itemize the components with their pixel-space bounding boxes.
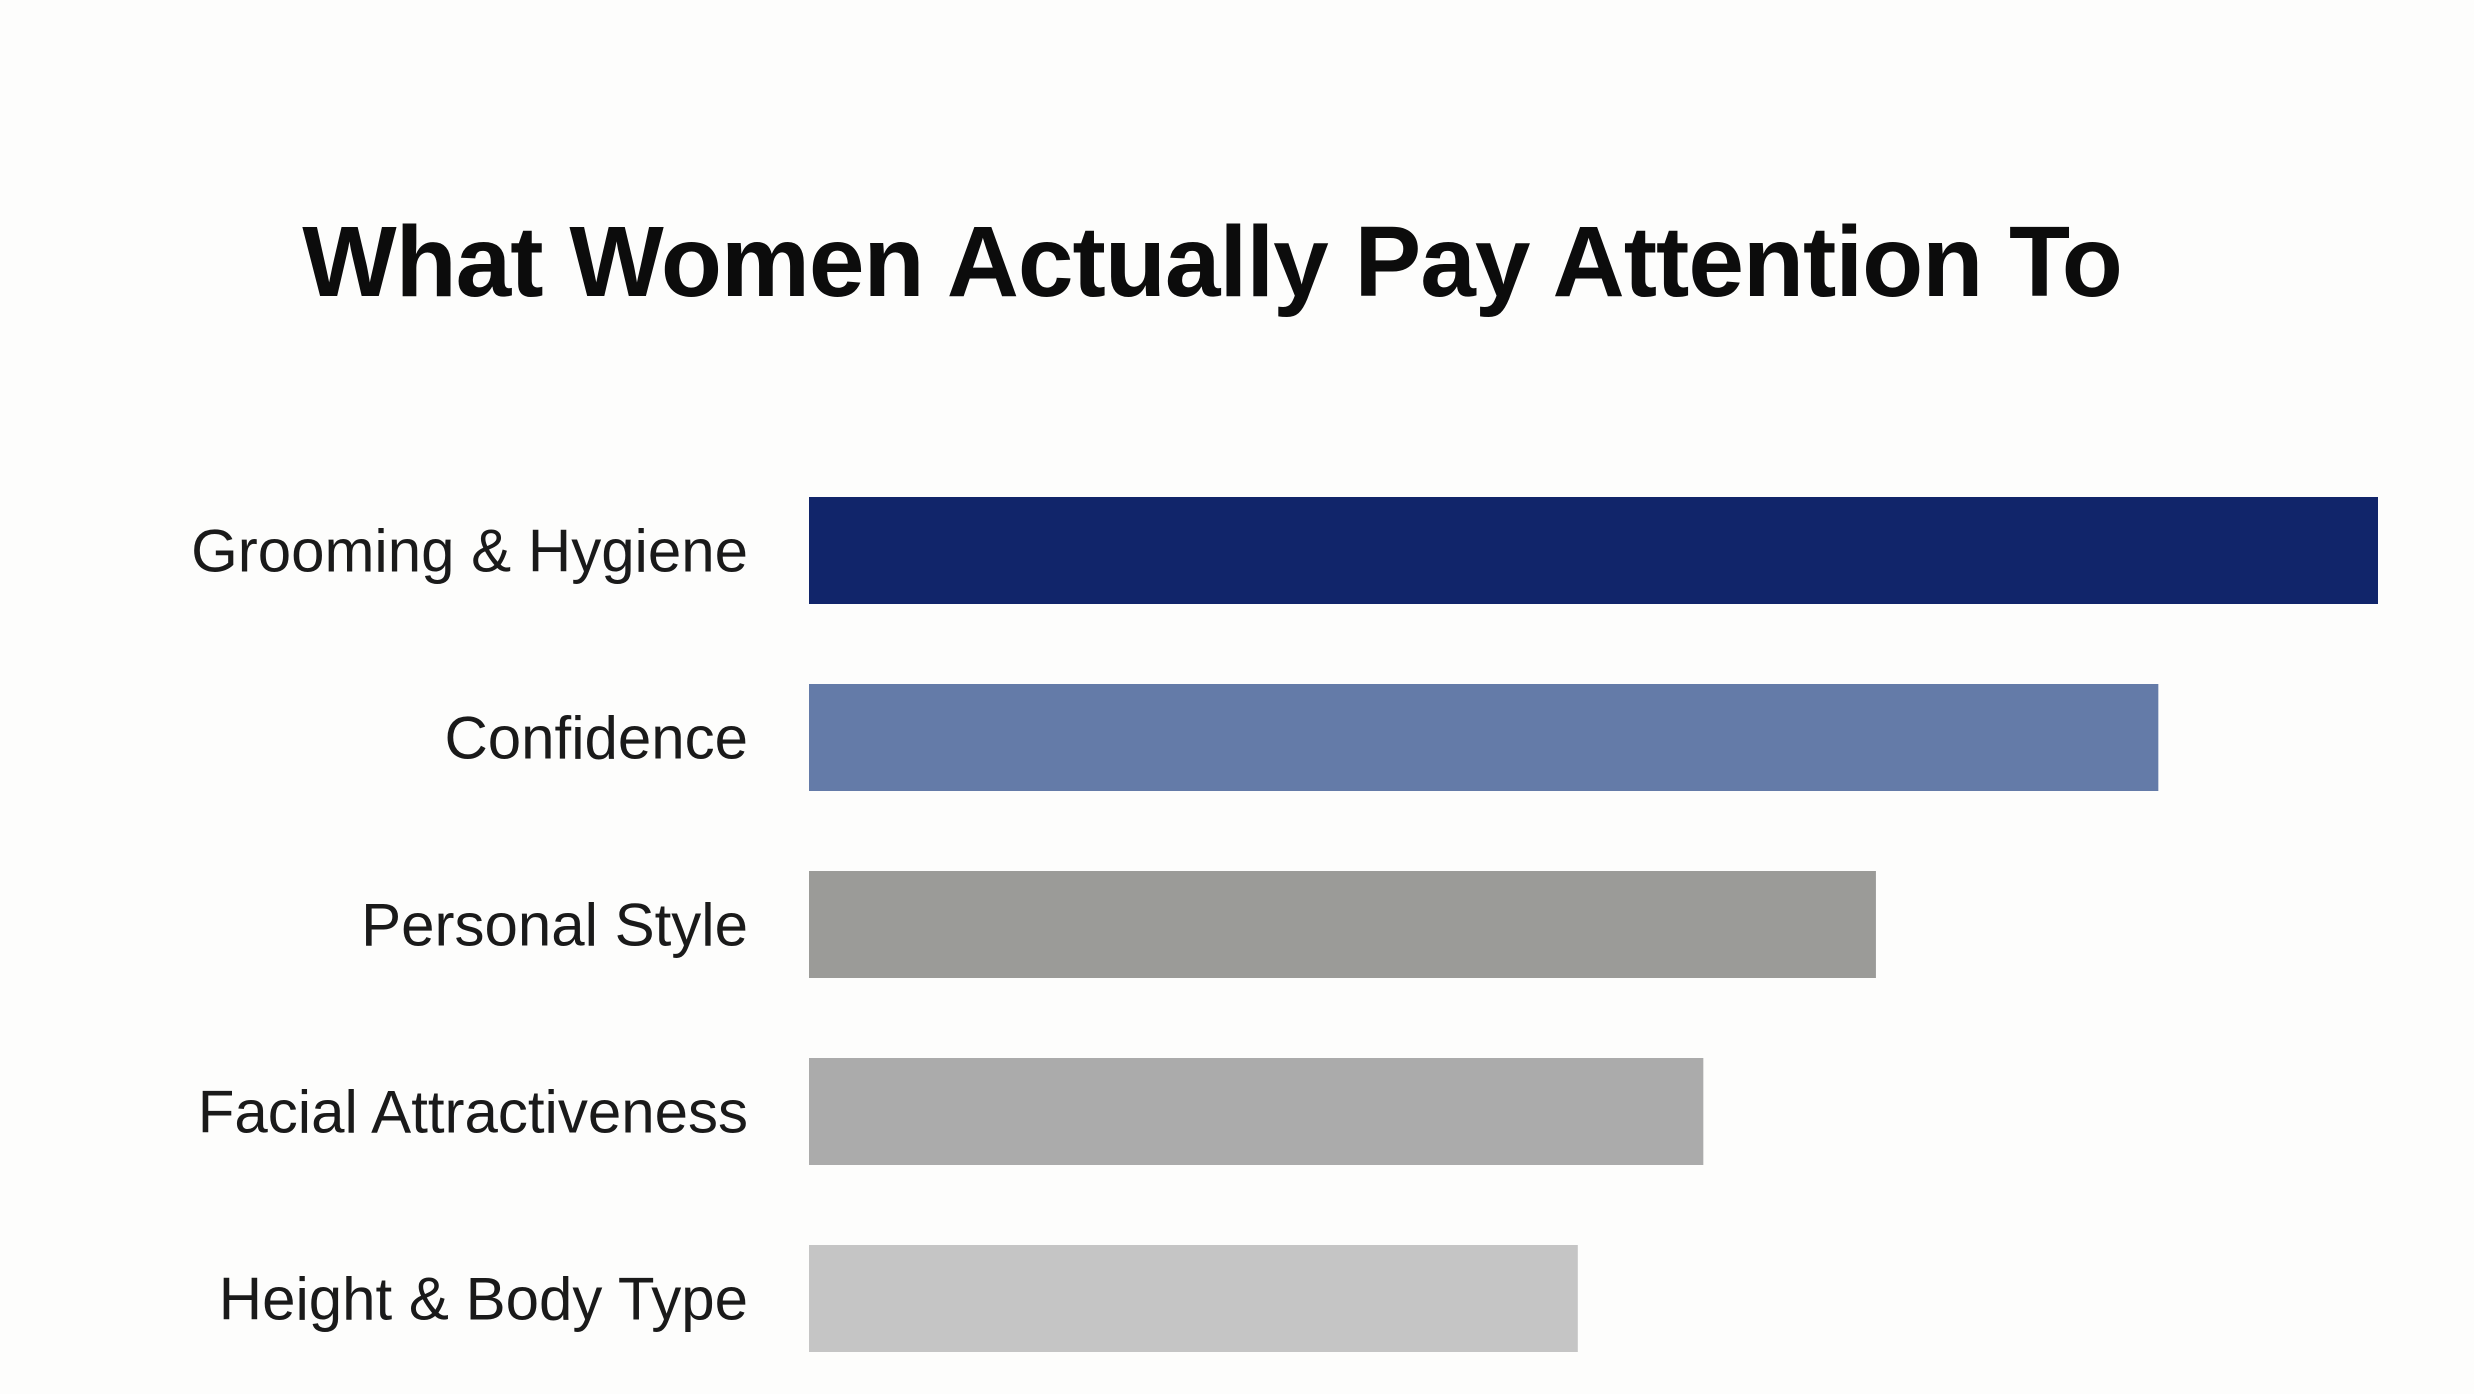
chart-title: What Women Actually Pay Attention To [302, 206, 2123, 318]
category-label: Facial Attractiveness [198, 1079, 748, 1146]
category-label: Personal Style [361, 892, 748, 959]
category-label: Grooming & Hygiene [191, 518, 748, 585]
bar-2 [809, 871, 1876, 978]
bar-3 [809, 1058, 1704, 1165]
bar-0 [809, 497, 2378, 604]
bar-4 [809, 1245, 1578, 1352]
category-label: Confidence [444, 705, 748, 772]
category-label: Height & Body Type [219, 1266, 748, 1333]
bar-1 [809, 684, 2159, 791]
